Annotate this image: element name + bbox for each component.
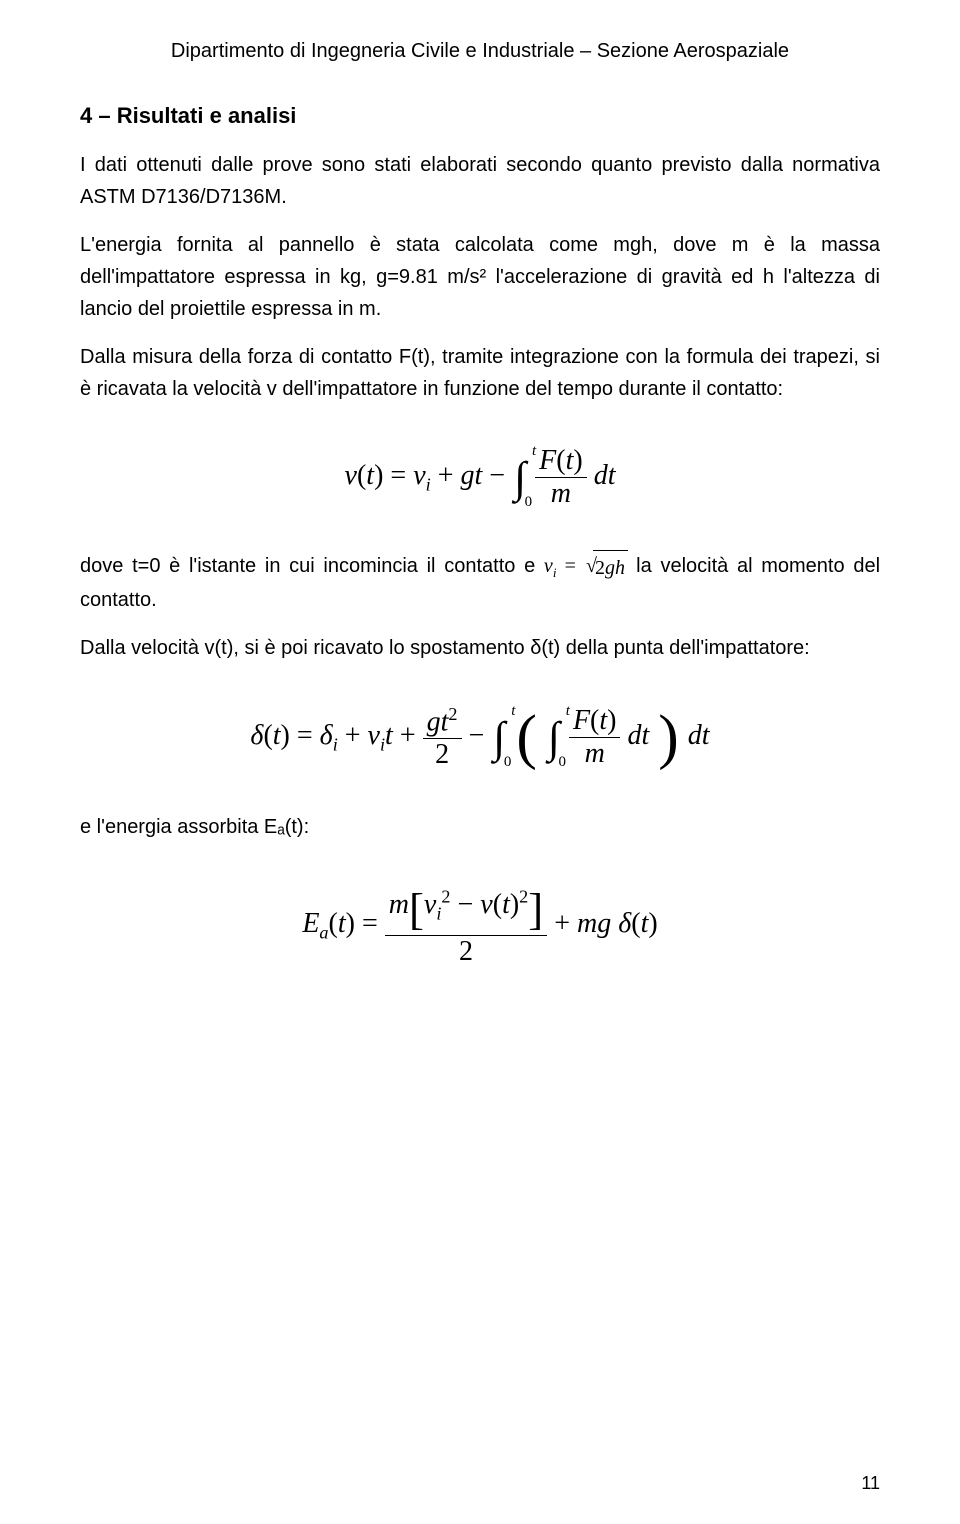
section-heading: 4 – Risultati e analisi [80, 103, 880, 129]
paragraph-3: Dalla misura della forza di contatto F(t… [80, 341, 880, 405]
paragraph-4-pre: dove t=0 è l'istante in cui incomincia i… [80, 555, 544, 577]
equation-energy: Ea(t) = m[vi2 − v(t)2] 2 + mg δ(t) [80, 883, 880, 968]
page-header: Dipartimento di Ingegneria Civile e Indu… [80, 40, 880, 63]
paragraph-5: Dalla velocità v(t), si è poi ricavato l… [80, 632, 880, 664]
page: Dipartimento di Ingegneria Civile e Indu… [0, 0, 960, 1524]
paragraph-2: L'energia fornita al pannello è stata ca… [80, 229, 880, 325]
page-number: 11 [861, 1473, 880, 1494]
paragraph-6: e l'energia assorbita Eₐ(t): [80, 811, 880, 843]
equation-velocity: v(t) = vi + gt − ∫t0 F(t) m dt [80, 445, 880, 510]
inline-eq-vi: vi = √2gh [544, 555, 636, 577]
equation-displacement: δ(t) = δi + vit + gt2 2 − ∫t0 ( ∫t0 F(t)… [80, 704, 880, 771]
paragraph-1: I dati ottenuti dalle prove sono stati e… [80, 149, 880, 213]
paragraph-4: dove t=0 è l'istante in cui incomincia i… [80, 550, 880, 616]
